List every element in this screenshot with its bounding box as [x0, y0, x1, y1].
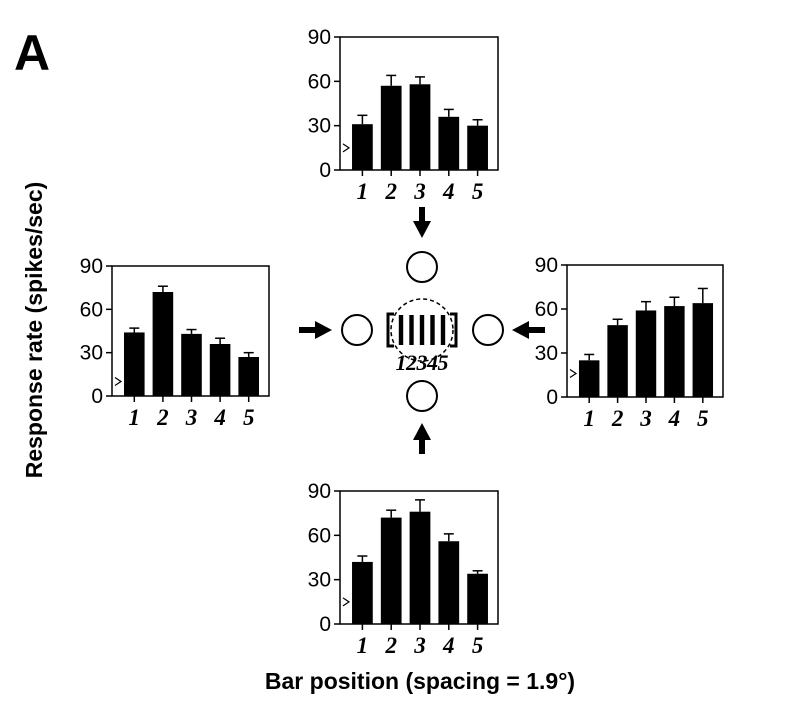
y-tick-label: 60 — [535, 298, 558, 321]
stimulus-bar — [398, 315, 404, 345]
bar — [409, 84, 431, 170]
y-tick-label: 0 — [546, 386, 558, 409]
left-bracket — [386, 312, 394, 348]
bar — [352, 561, 373, 624]
x-tick-label: 3 — [639, 406, 652, 431]
x-tick-label: 5 — [697, 406, 709, 431]
stimulus-bar-label: 1 — [396, 350, 407, 375]
y-tick-label: 90 — [308, 26, 331, 49]
x-tick-label: 1 — [357, 179, 369, 204]
y-tick-label: 60 — [308, 524, 331, 547]
y-tick-label: 0 — [91, 385, 103, 408]
stimulus-bar — [440, 315, 446, 345]
x-tick-label: 2 — [384, 633, 397, 658]
y-tick-label: 0 — [319, 613, 331, 636]
y-tick-label: 30 — [535, 342, 558, 365]
x-axis-label: Bar position (spacing = 1.9°) — [264, 668, 576, 694]
flank-circle-right — [472, 314, 504, 346]
baseline-marker-icon — [114, 377, 123, 387]
y-tick-label: 30 — [308, 115, 331, 138]
flank-circle-left — [341, 314, 373, 346]
arrow-up-icon — [413, 423, 431, 454]
x-tick-label: 2 — [384, 179, 397, 204]
x-tick-label: 4 — [442, 179, 455, 204]
flank-circle-top — [406, 251, 438, 283]
bar — [238, 357, 259, 396]
bar — [635, 310, 657, 397]
y-tick-label: 30 — [80, 342, 103, 365]
chart-right: 0 30 60 90 1 2 3 4 5 — [535, 254, 724, 431]
y-tick-label: 90 — [80, 255, 103, 278]
stimulus-bar — [419, 315, 425, 345]
stimulus-bar-label: 5 — [438, 350, 449, 375]
x-tick-label: 1 — [129, 405, 141, 430]
x-tick-label: 5 — [243, 405, 255, 430]
x-tick-label: 1 — [583, 406, 595, 431]
y-tick-label: 30 — [308, 569, 331, 592]
bar — [352, 124, 373, 170]
bar — [607, 325, 628, 397]
y-tick-label: 60 — [80, 298, 103, 321]
x-tick-label: 2 — [611, 406, 624, 431]
x-tick-label: 5 — [472, 179, 484, 204]
y-tick-label: 60 — [308, 70, 331, 93]
right-bracket — [450, 312, 458, 348]
bar — [467, 573, 488, 624]
bar — [409, 511, 431, 624]
baseline-marker-icon — [342, 597, 351, 607]
y-tick-label: 90 — [535, 254, 558, 277]
x-tick-label: 3 — [413, 179, 426, 204]
x-tick-label: 1 — [357, 633, 369, 658]
arrow-right-icon — [299, 321, 332, 339]
x-tick-label: 4 — [442, 633, 455, 658]
bar — [467, 125, 488, 170]
bar — [209, 344, 231, 396]
stimulus-bar — [430, 315, 435, 345]
x-tick-label: 3 — [185, 405, 198, 430]
bar — [124, 332, 145, 396]
chart-bottom: 0 30 60 90 1 2 3 4 5 — [308, 480, 499, 658]
stimulus-bar-label: 4 — [426, 350, 438, 375]
bar — [664, 306, 685, 397]
x-tick-label: 5 — [472, 633, 484, 658]
arrow-left-icon — [512, 321, 545, 339]
baseline-marker-icon — [569, 369, 578, 379]
bar — [438, 541, 460, 624]
y-tick-label: 90 — [308, 480, 331, 503]
x-tick-label: 3 — [413, 633, 426, 658]
receptive-field-dashed-circle — [390, 298, 454, 362]
x-tick-label: 4 — [668, 406, 681, 431]
bar — [380, 517, 402, 624]
flank-circle-bottom — [406, 380, 438, 412]
y-tick-label: 0 — [319, 159, 331, 182]
panel-letter: A — [14, 25, 51, 81]
stimulus-bar-label: 3 — [416, 350, 428, 375]
stimulus-bar — [409, 315, 414, 345]
x-tick-label: 4 — [213, 405, 226, 430]
chart-left: 0 30 60 90 1 2 3 4 5 — [80, 255, 270, 430]
bar — [692, 303, 714, 397]
chart-top: 0 30 60 90 1 2 3 4 5 — [308, 26, 499, 204]
baseline-marker-icon — [342, 143, 351, 153]
bar — [152, 292, 174, 396]
bar — [578, 360, 600, 397]
x-tick-label: 2 — [156, 405, 169, 430]
arrow-down-icon — [413, 207, 431, 238]
stimulus-bar-label: 2 — [405, 350, 417, 375]
bar — [438, 116, 460, 170]
stimulus-bars — [398, 315, 446, 345]
bar — [380, 85, 402, 170]
bar — [181, 333, 202, 396]
